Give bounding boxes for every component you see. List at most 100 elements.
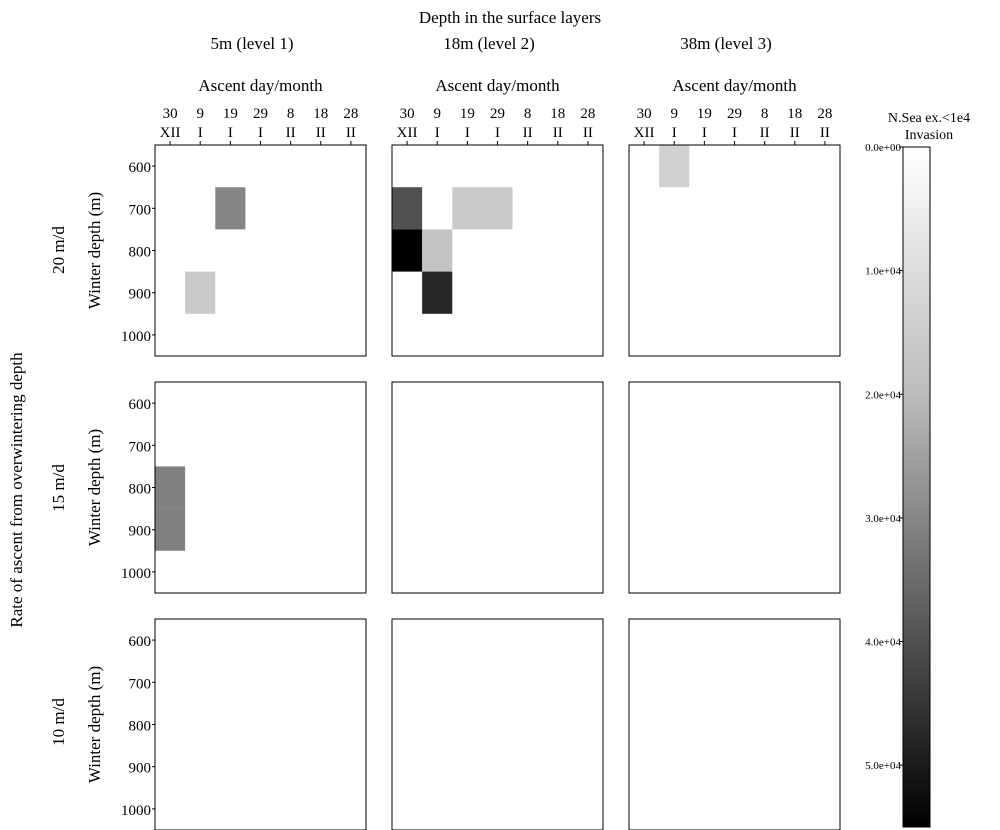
y-tick-label: 600 — [129, 397, 152, 413]
heatmap-cell — [422, 229, 453, 272]
x-tick-month: I — [435, 125, 440, 141]
column-label-3: 38m (level 3) — [680, 34, 772, 53]
panel-border — [391, 618, 604, 830]
colorbar-ticks: 0.0e+00 1.0e+04 2.0e+04 3.0e+04 4.0e+04 5.0e+… — [865, 142, 903, 772]
x-axis-label: Ascent day/month — [435, 76, 560, 95]
x-tick-day: 8 — [287, 106, 295, 122]
heatmap-cell — [482, 187, 513, 230]
y-tick-label: 800 — [129, 245, 152, 261]
x-tick-month: I — [258, 125, 263, 141]
heatmap-cell — [155, 466, 186, 509]
y-tick-label: 1000 — [121, 566, 151, 582]
x-tick-month: II — [346, 125, 356, 141]
x-tick-month: I — [495, 125, 500, 141]
panel-r1-c3: Ascent day/month 30 XII 9 I 19 I 29 I 8 II 18 II 28 II — [628, 76, 841, 357]
x-tick-day: 19 — [223, 106, 238, 122]
x-tick-day: 19 — [697, 106, 712, 122]
heatmap-cell — [155, 508, 186, 551]
row-axis-label: Rate of ascent from overwintering depth — [7, 352, 26, 628]
panel-r2-c3 — [628, 381, 841, 594]
y-tick-label: 700 — [129, 202, 152, 218]
colorbar-title-line2: Invasion — [905, 128, 953, 143]
x-tick-month: XII — [160, 125, 181, 141]
x-axis-label: Ascent day/month — [198, 76, 323, 95]
x-tick-month: I — [732, 125, 737, 141]
x-tick-month: II — [316, 125, 326, 141]
x-tick-day: 18 — [787, 106, 802, 122]
y-tick-label: 700 — [129, 676, 152, 692]
colorbar-tick-label: 5.0e+04 — [865, 760, 901, 772]
x-tick-day: 9 — [196, 106, 204, 122]
x-axis-label: Ascent day/month — [672, 76, 797, 95]
colorbar — [902, 146, 931, 828]
y-tick-label: 900 — [129, 524, 152, 540]
y-tick-label: 1000 — [121, 329, 151, 345]
x-tick-month: II — [553, 125, 563, 141]
panel-r2-c1: 600 700 800 900 1000 Winter depth (m) — [85, 381, 367, 594]
panel-frame — [154, 381, 367, 594]
panels-group: Ascent day/month30XII9I19I29I8II18II28II… — [85, 76, 841, 830]
x-tick-day: 29 — [490, 106, 505, 122]
panel-border — [628, 381, 841, 594]
x-tick-day: 28 — [343, 106, 358, 122]
y-tick-label: 800 — [129, 482, 152, 498]
x-tick-day: 9 — [670, 106, 678, 122]
x-tick-month: I — [702, 125, 707, 141]
panel-r1-c1: Ascent day/month 30 XII 9 I 19 I 29 I 8 II 18 II 28 II… — [85, 76, 367, 357]
heatmap-cell — [185, 271, 216, 314]
y-tick-label: 900 — [129, 287, 152, 303]
panel-r1-c2: Ascent day/month 30 XII 9 I 19 I 29 I 8 II 18 II 28 II — [391, 76, 604, 357]
y-tick-label: 600 — [129, 160, 152, 176]
x-tick-month: XII — [397, 125, 418, 141]
panel-border — [391, 381, 604, 594]
x-tick-month: I — [465, 125, 470, 141]
x-tick-day: 28 — [817, 106, 832, 122]
colorbar-tick-label: 2.0e+04 — [865, 389, 901, 401]
column-label-2: 18m (level 2) — [443, 34, 535, 53]
colorbar-tick-label: 3.0e+04 — [865, 513, 901, 525]
y-tick-label: 700 — [129, 439, 152, 455]
x-tick-month: II — [286, 125, 296, 141]
y-axis-label: Winter depth (m) — [85, 192, 104, 309]
x-tick-month: II — [820, 125, 830, 141]
x-tick-day: 18 — [313, 106, 328, 122]
x-tick-day: 8 — [761, 106, 769, 122]
x-tick-month: I — [672, 125, 677, 141]
row-label-1: 20 m/d — [49, 226, 68, 274]
x-tick-month: II — [790, 125, 800, 141]
heatmap-cell — [659, 145, 690, 188]
y-tick-label: 1000 — [121, 803, 151, 819]
x-tick-day: 30 — [400, 106, 415, 122]
panel-r3-c3 — [628, 618, 841, 830]
x-tick-month: XII — [634, 125, 655, 141]
x-tick-day: 8 — [524, 106, 532, 122]
x-tick-month: II — [523, 125, 533, 141]
panel-frame — [154, 144, 367, 357]
x-tick-day: 30 — [163, 106, 178, 122]
colorbar-tick-label: 4.0e+04 — [865, 637, 901, 649]
row-label-3: 10 m/d — [49, 698, 68, 746]
panel-frame — [628, 381, 841, 594]
panel-frame — [391, 381, 604, 594]
panel-r3-c1: 600 700 800 900 1000 Winter depth (m) — [85, 618, 367, 830]
x-tick-day: 28 — [580, 106, 595, 122]
panel-frame — [628, 618, 841, 830]
column-label-1: 5m (level 1) — [210, 34, 293, 53]
heatmap-cell — [452, 187, 483, 230]
y-tick-label: 900 — [129, 761, 152, 777]
panel-frame — [391, 618, 604, 830]
heatmap-cell — [422, 271, 453, 314]
row-label-2: 15 m/d — [49, 464, 68, 512]
x-tick-day: 9 — [433, 106, 441, 122]
x-tick-day: 30 — [637, 106, 652, 122]
panel-r3-c2 — [391, 618, 604, 830]
panel-border — [628, 618, 841, 830]
colorbar-tick-label: 0.0e+00 — [865, 142, 901, 154]
heatmap-cell — [215, 187, 246, 230]
x-tick-day: 18 — [550, 106, 565, 122]
x-tick-month: I — [228, 125, 233, 141]
x-tick-day: 29 — [727, 106, 742, 122]
colorbar-title-line1: N.Sea ex.<1e4 — [888, 111, 970, 126]
x-tick-day: 19 — [460, 106, 475, 122]
